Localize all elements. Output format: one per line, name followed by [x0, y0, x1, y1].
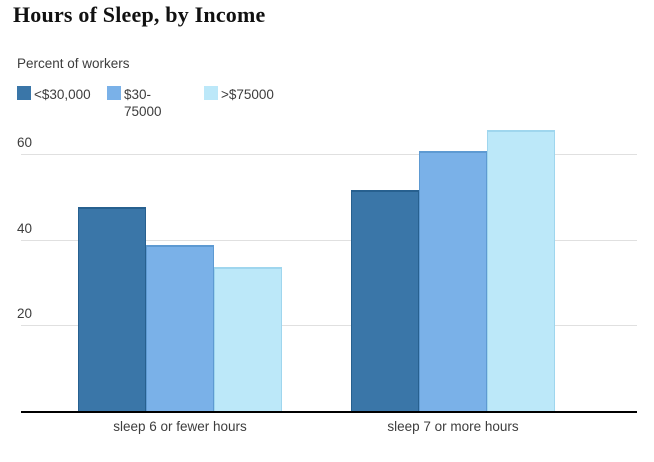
legend-swatch [107, 86, 121, 100]
bar-series0-group0 [78, 207, 146, 412]
x-category-label: sleep 6 or fewer hours [113, 419, 247, 434]
bar-series2-group1 [487, 130, 555, 412]
bar-series2-group0 [214, 267, 282, 412]
gridline [21, 325, 637, 327]
legend-item-30-75000: $30-75000 [107, 86, 172, 120]
x-category-label: sleep 7 or more hours [387, 419, 519, 434]
gridline [21, 239, 637, 241]
bar-series0-group1 [351, 190, 419, 412]
y-tick-label: 20 [17, 306, 33, 322]
legend-swatch [204, 86, 218, 100]
legend-label: <$30,000 [34, 87, 91, 102]
x-axis-line [21, 411, 637, 413]
legend-item-over-75000: >$75000 [204, 86, 274, 103]
gridline [21, 154, 637, 156]
bar-series1-group0 [146, 245, 214, 412]
legend-item-under-30000: <$30,000 [17, 86, 91, 103]
plot-area: 20 40 60 sleep 6 or fewer hours sleep 7 or m… [17, 110, 637, 434]
legend: <$30,000 $30-75000 >$75000 [0, 86, 654, 126]
legend-swatch [17, 86, 31, 100]
legend-label: $30-75000 [124, 87, 162, 119]
legend-label: >$75000 [221, 87, 274, 102]
bar-series1-group1 [419, 151, 487, 412]
y-tick-label: 40 [17, 220, 33, 236]
chart-title: Hours of Sleep, by Income [13, 2, 266, 27]
y-axis-unit-label: Percent of workers [17, 56, 130, 71]
y-tick-label: 60 [17, 135, 33, 151]
